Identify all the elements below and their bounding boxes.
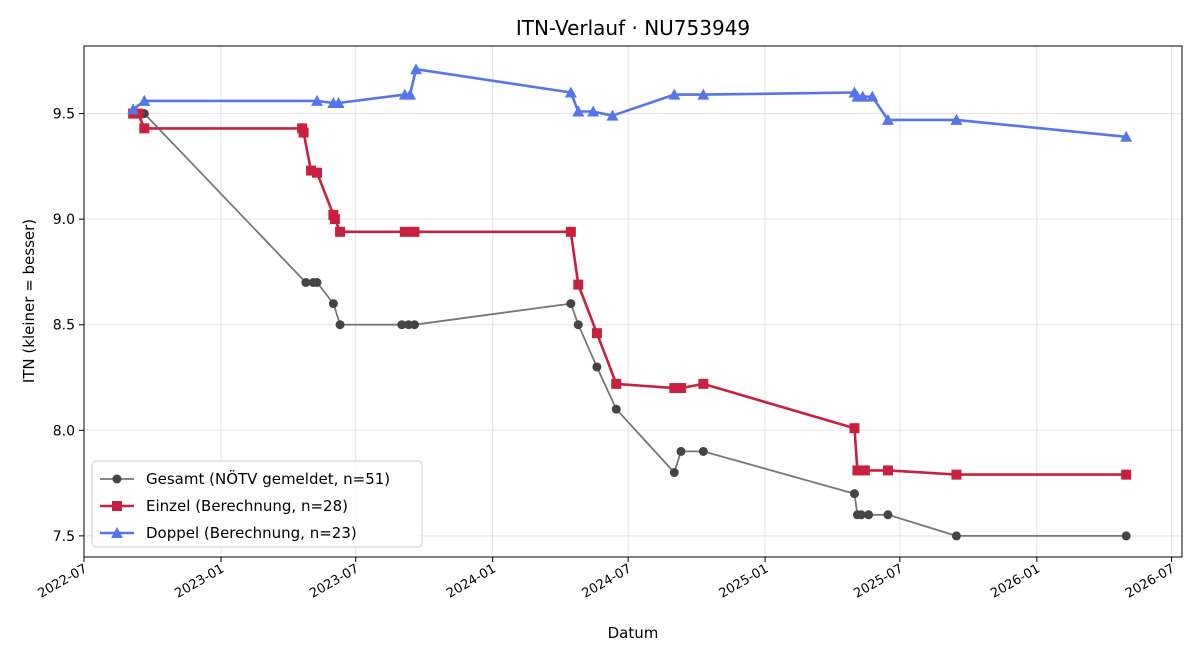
data-point-einzel xyxy=(1121,469,1132,480)
data-point-einzel xyxy=(676,383,687,394)
data-point-doppel xyxy=(668,88,681,100)
series-gesamt xyxy=(128,109,1131,541)
data-point-doppel xyxy=(332,97,345,109)
data-point-gesamt xyxy=(328,299,338,309)
data-point-gesamt xyxy=(676,446,686,456)
data-point-doppel xyxy=(410,63,423,75)
data-point-einzel xyxy=(565,226,576,237)
data-point-einzel xyxy=(591,328,602,339)
data-point-gesamt xyxy=(1121,531,1131,541)
legend-label: Einzel (Berechnung, n=28) xyxy=(146,497,348,515)
legend-marker xyxy=(112,501,122,511)
legend-marker xyxy=(112,474,122,484)
data-point-einzel xyxy=(399,226,410,237)
data-point-doppel xyxy=(138,94,151,106)
y-tick-label: 8.5 xyxy=(53,318,75,334)
data-point-gesamt xyxy=(301,277,311,287)
data-point-doppel xyxy=(127,103,140,115)
legend-label: Doppel (Berechnung, n=23) xyxy=(146,524,357,542)
legend-item-doppel: Doppel (Berechnung, n=23) xyxy=(100,524,357,542)
chart-title: ITN-Verlauf · NU753949 xyxy=(516,16,750,40)
data-point-doppel xyxy=(866,90,879,102)
legend-label: Gesamt (NÖTV gemeldet, n=51) xyxy=(146,469,390,488)
data-point-doppel xyxy=(310,94,323,106)
data-point-einzel xyxy=(859,465,870,476)
data-point-gesamt xyxy=(698,446,708,456)
series-doppel xyxy=(127,63,1133,142)
data-point-einzel xyxy=(298,127,309,138)
data-point-einzel xyxy=(611,378,622,389)
legend-box xyxy=(91,460,423,548)
plot-frame xyxy=(83,45,1183,558)
data-point-einzel xyxy=(882,465,893,476)
y-axis: 7.5 8.0 8.5 9.0 9.5 xyxy=(53,107,84,545)
data-point-einzel xyxy=(698,378,709,389)
y-tick-label: 9.5 xyxy=(53,107,75,123)
data-point-gesamt xyxy=(669,468,679,478)
data-point-gesamt xyxy=(566,299,576,309)
data-point-einzel xyxy=(409,226,420,237)
data-point-gesamt xyxy=(397,320,407,330)
x-axis-label: Datum xyxy=(608,624,659,642)
y-tick-label: 9.0 xyxy=(53,212,75,228)
data-point-einzel xyxy=(951,469,962,480)
y-tick-label: 7.5 xyxy=(53,529,75,545)
data-point-einzel xyxy=(311,167,322,178)
data-point-einzel xyxy=(335,226,346,237)
data-point-gesamt xyxy=(883,510,893,520)
data-point-gesamt xyxy=(592,362,602,372)
legend: Gesamt (NÖTV gemeldet, n=51) Einzel (Bere… xyxy=(91,460,423,548)
y-axis-label: ITN (kleiner = besser) xyxy=(20,219,38,383)
data-point-gesamt xyxy=(335,320,345,330)
data-point-doppel xyxy=(950,113,963,125)
data-point-einzel xyxy=(329,214,340,225)
data-point-einzel xyxy=(306,165,317,176)
data-point-einzel xyxy=(573,279,584,290)
data-point-gesamt xyxy=(951,531,961,541)
legend-item-gesamt: Gesamt (NÖTV gemeldet, n=51) xyxy=(100,469,390,488)
data-point-gesamt xyxy=(864,510,874,520)
data-point-gesamt xyxy=(849,489,859,499)
data-point-gesamt xyxy=(312,277,322,287)
data-point-einzel xyxy=(852,465,863,476)
legend-marker xyxy=(111,527,123,538)
data-point-doppel xyxy=(606,109,619,121)
series-einzel xyxy=(128,108,1132,480)
data-point-einzel xyxy=(669,383,680,394)
data-point-gesamt xyxy=(856,510,866,520)
data-point-einzel xyxy=(849,423,860,434)
data-point-doppel xyxy=(587,105,600,117)
data-point-doppel xyxy=(572,105,585,117)
data-point-doppel xyxy=(1120,130,1133,142)
data-point-doppel xyxy=(404,88,417,100)
data-point-gesamt xyxy=(410,320,420,330)
data-point-doppel xyxy=(697,88,710,100)
series-layer xyxy=(127,63,1133,541)
data-point-gesamt xyxy=(573,320,583,330)
data-point-doppel xyxy=(881,113,894,125)
data-point-gesamt xyxy=(611,404,621,414)
data-point-einzel xyxy=(139,123,150,134)
legend-item-einzel: Einzel (Berechnung, n=28) xyxy=(100,497,348,515)
y-tick-label: 8.0 xyxy=(53,423,75,439)
data-point-doppel xyxy=(856,90,869,102)
data-point-doppel xyxy=(564,86,577,98)
legend-items: Gesamt (NÖTV gemeldet, n=51) Einzel (Bere… xyxy=(100,469,390,542)
